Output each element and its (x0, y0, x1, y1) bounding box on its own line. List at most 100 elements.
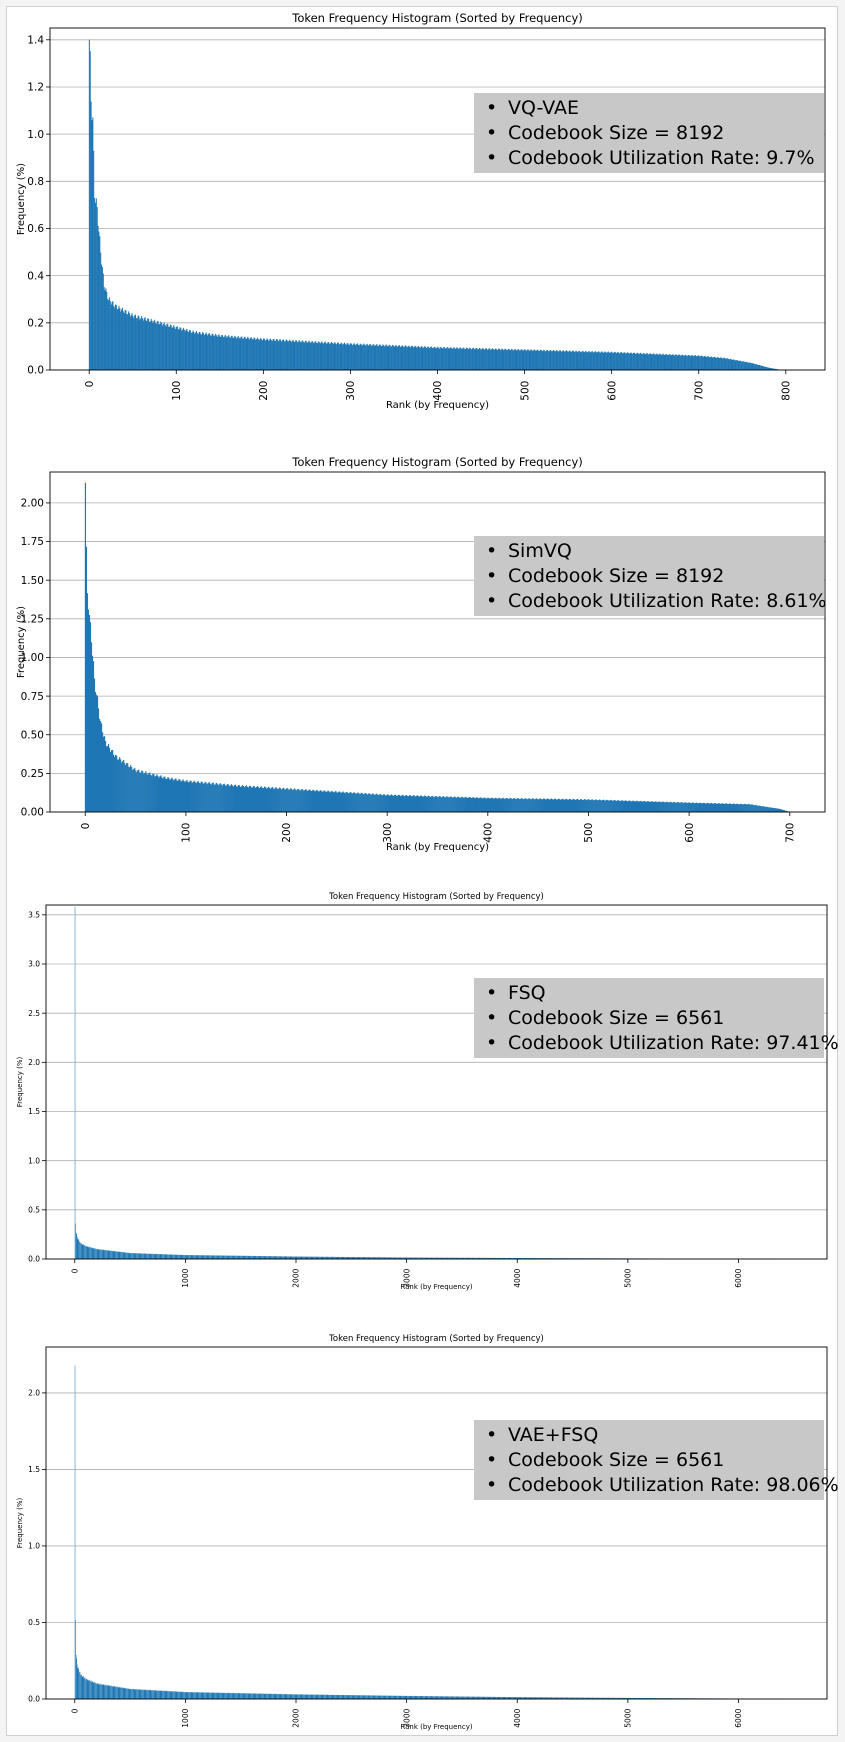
bar (193, 1255, 195, 1259)
bar (375, 344, 377, 370)
bar (112, 1251, 113, 1259)
bar (302, 1694, 304, 1699)
bar (736, 360, 738, 370)
bar (744, 362, 746, 370)
bar (251, 1693, 252, 1699)
bar (233, 1692, 235, 1699)
bar (180, 781, 182, 812)
bar (490, 1696, 492, 1699)
bar (452, 1257, 454, 1259)
bar (366, 1257, 368, 1259)
bar (126, 1252, 127, 1259)
bar (524, 1697, 526, 1699)
bar (463, 1257, 465, 1259)
bar (197, 781, 199, 812)
bar (207, 1692, 209, 1699)
bar (351, 1695, 353, 1699)
bar (149, 321, 151, 370)
bar (633, 800, 635, 812)
bar (305, 789, 307, 812)
bar (382, 1257, 384, 1259)
bar (229, 785, 231, 812)
bar (612, 1697, 614, 1699)
bar (267, 1694, 268, 1699)
bar (207, 783, 209, 812)
bar (582, 799, 584, 812)
bar (525, 1697, 527, 1699)
bar (76, 1664, 78, 1699)
bar (571, 1697, 573, 1699)
bar (415, 346, 417, 370)
bar (528, 1697, 529, 1699)
bar (164, 1254, 165, 1259)
bar (416, 795, 419, 812)
bar (288, 1256, 290, 1259)
bar (611, 1697, 612, 1699)
bar (637, 1697, 639, 1699)
bar (491, 1696, 493, 1699)
bar (302, 1256, 303, 1259)
bar (381, 795, 383, 812)
bar (649, 1698, 651, 1699)
bar (518, 349, 520, 370)
bar (600, 1697, 602, 1699)
bar (164, 1254, 166, 1259)
bar (722, 358, 724, 370)
bar (299, 341, 301, 370)
bar (774, 368, 776, 370)
bar (491, 797, 493, 812)
bar (579, 1697, 580, 1699)
bar (429, 1696, 430, 1699)
bar (308, 1694, 309, 1699)
bar (602, 799, 604, 812)
bar (314, 1256, 315, 1259)
bar (309, 1694, 311, 1699)
bar (196, 1255, 198, 1259)
bar (92, 1681, 94, 1699)
bar (346, 1256, 347, 1259)
bar (210, 1692, 212, 1699)
bar (653, 1698, 655, 1699)
bar (236, 1693, 238, 1699)
bar (430, 1257, 432, 1259)
bar (686, 355, 688, 370)
bar (573, 352, 575, 370)
bar (502, 349, 504, 370)
bar (685, 802, 687, 812)
bar (269, 1256, 271, 1259)
bar (84, 1677, 85, 1699)
bar (223, 1693, 225, 1699)
bar (447, 796, 449, 812)
bar (633, 1698, 635, 1699)
bar (533, 1697, 534, 1699)
bar (298, 1256, 299, 1259)
bar (490, 1257, 492, 1259)
bar (688, 802, 690, 812)
bar (516, 350, 518, 370)
bar (410, 1257, 412, 1259)
bar (454, 1696, 455, 1699)
bar (370, 345, 373, 370)
callout-utilization: Codebook Utilization Rate: 8.61% (508, 590, 827, 612)
bar (75, 1223, 76, 1259)
bar (184, 782, 186, 812)
bar (469, 1257, 471, 1259)
bar (402, 345, 404, 370)
bar (292, 1256, 293, 1259)
bar (238, 1255, 240, 1259)
bar (357, 1257, 358, 1259)
bar (647, 801, 649, 812)
bar (359, 793, 361, 812)
bar (522, 1697, 524, 1699)
bar (655, 801, 657, 812)
bar (628, 353, 630, 370)
bar (485, 1257, 487, 1259)
bar (172, 779, 174, 812)
bar (444, 347, 446, 370)
bar (510, 798, 512, 812)
bar (213, 784, 215, 812)
bar (458, 796, 460, 812)
bar (697, 355, 699, 370)
bar (626, 800, 628, 812)
bar (402, 1257, 404, 1259)
